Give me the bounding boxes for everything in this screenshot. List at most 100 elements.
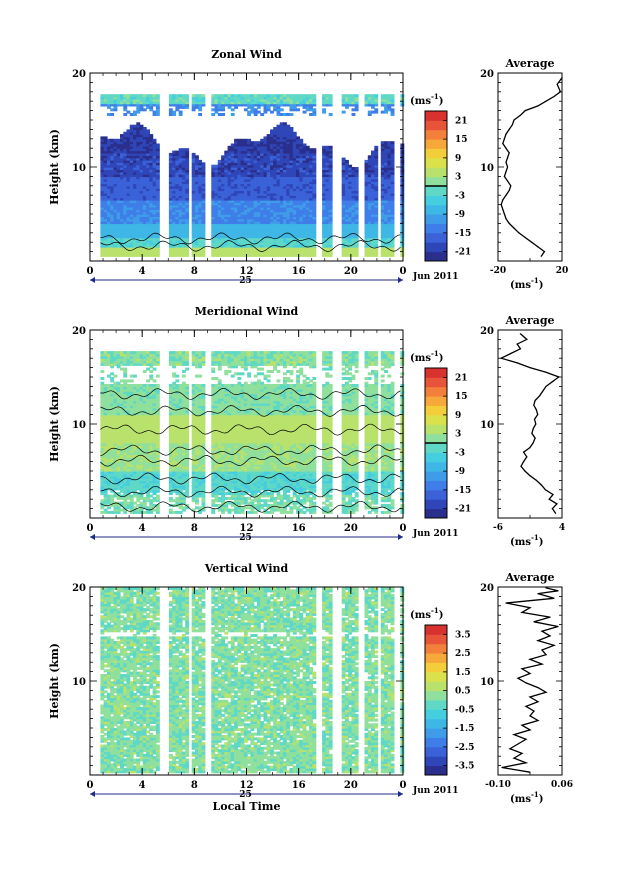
heatmap-cell bbox=[149, 176, 154, 180]
heatmap-cell bbox=[279, 221, 284, 225]
heatmap-cell bbox=[172, 169, 177, 173]
heatmap-cell bbox=[126, 169, 131, 173]
heatmap-cell bbox=[227, 150, 232, 154]
heatmap-cell bbox=[237, 218, 242, 222]
heatmap-cell bbox=[129, 202, 134, 206]
heatmap-cell bbox=[240, 103, 245, 107]
heatmap-cell bbox=[292, 232, 297, 236]
colorbar-tick-label: -9 bbox=[455, 210, 465, 220]
heatmap-cell bbox=[136, 98, 141, 102]
heatmap-cell bbox=[172, 176, 177, 180]
heatmap-cell bbox=[227, 239, 232, 243]
heatmap-cell bbox=[103, 239, 108, 243]
heatmap-cell bbox=[286, 192, 291, 196]
heatmap-cell bbox=[292, 185, 297, 189]
heatmap-cell bbox=[191, 225, 196, 229]
heatmap-cell bbox=[266, 174, 271, 178]
heatmap-cell bbox=[217, 223, 222, 227]
heatmap-cell bbox=[178, 195, 183, 199]
heatmap-cell bbox=[240, 183, 245, 187]
heatmap-cell bbox=[126, 188, 131, 192]
heatmap-cell bbox=[142, 150, 147, 154]
heatmap-cell bbox=[136, 190, 141, 194]
heatmap-cell bbox=[253, 216, 258, 220]
heatmap-cell bbox=[201, 188, 206, 192]
heatmap-cell bbox=[110, 162, 115, 166]
heatmap-cell bbox=[142, 157, 147, 161]
heatmap-cell bbox=[273, 244, 278, 248]
heatmap-cell bbox=[276, 249, 281, 253]
heatmap-cell bbox=[133, 235, 137, 239]
heatmap-cell bbox=[123, 171, 128, 175]
heatmap-cell bbox=[201, 178, 206, 182]
heatmap-cell bbox=[129, 113, 134, 116]
heatmap-cell bbox=[120, 152, 124, 156]
heatmap-cell bbox=[126, 190, 131, 194]
heatmap-cell bbox=[126, 232, 131, 236]
heatmap-cell bbox=[113, 244, 118, 248]
heatmap-cell bbox=[224, 244, 229, 248]
heatmap-cell bbox=[172, 101, 177, 105]
heatmap-cell bbox=[270, 94, 274, 98]
heatmap-cell bbox=[178, 230, 183, 234]
heatmap-cell bbox=[240, 232, 245, 236]
heatmap-cell bbox=[113, 235, 118, 239]
heatmap-cell bbox=[172, 204, 177, 208]
heatmap-cell bbox=[168, 232, 173, 236]
heatmap-cell bbox=[279, 159, 284, 163]
heatmap-cell bbox=[116, 249, 121, 253]
heatmap-cell bbox=[221, 253, 225, 257]
heatmap-cell bbox=[120, 141, 124, 145]
heatmap-cell bbox=[172, 230, 177, 234]
heatmap-cell bbox=[181, 98, 186, 102]
heatmap-cell bbox=[195, 197, 199, 201]
heatmap-cell bbox=[149, 169, 154, 173]
heatmap-cell bbox=[224, 202, 229, 206]
heatmap-cell bbox=[243, 221, 248, 225]
heatmap-cell bbox=[198, 242, 203, 246]
heatmap-cell bbox=[191, 206, 196, 210]
heatmap-cell bbox=[172, 164, 177, 168]
heatmap-cell bbox=[227, 209, 232, 213]
heatmap-cell bbox=[292, 176, 297, 180]
heatmap-cell bbox=[110, 204, 115, 208]
heatmap-cell bbox=[250, 145, 255, 149]
heatmap-cell bbox=[279, 253, 284, 257]
heatmap-cell bbox=[221, 209, 225, 213]
heatmap-cell bbox=[149, 178, 154, 182]
heatmap-cell bbox=[139, 167, 144, 170]
heatmap-cell bbox=[292, 218, 297, 222]
heatmap-cell bbox=[107, 235, 111, 239]
heatmap-cell bbox=[247, 251, 252, 255]
heatmap-cell bbox=[243, 152, 248, 156]
heatmap-cell bbox=[247, 225, 252, 229]
heatmap-cell bbox=[191, 171, 196, 175]
heatmap-cell bbox=[201, 211, 206, 215]
heatmap-cell bbox=[133, 145, 137, 149]
heatmap-cell bbox=[224, 96, 229, 100]
heatmap-cell bbox=[221, 239, 225, 243]
heatmap-cell bbox=[113, 221, 118, 225]
heatmap-cell bbox=[133, 148, 137, 152]
heatmap-cell bbox=[243, 164, 248, 168]
heatmap-cell bbox=[129, 209, 134, 213]
heatmap-cell bbox=[152, 164, 157, 168]
heatmap-cell bbox=[237, 232, 242, 236]
heatmap-cell bbox=[152, 195, 157, 199]
heatmap-cell bbox=[234, 235, 238, 239]
heatmap-cell bbox=[273, 239, 278, 243]
heatmap-cell bbox=[273, 105, 278, 109]
heatmap-cell bbox=[276, 192, 281, 196]
heatmap-cell bbox=[139, 136, 144, 140]
heatmap-cell bbox=[253, 181, 258, 185]
profile-point bbox=[505, 218, 507, 220]
heatmap-cell bbox=[240, 204, 245, 208]
heatmap-cell bbox=[270, 101, 274, 105]
heatmap-cell bbox=[221, 216, 225, 220]
heatmap-cell bbox=[250, 214, 255, 217]
heatmap-cell bbox=[221, 101, 225, 105]
heatmap-cell bbox=[283, 162, 287, 166]
heatmap-cell bbox=[201, 253, 206, 257]
heatmap-cell bbox=[217, 237, 222, 241]
heatmap-cell bbox=[253, 183, 258, 187]
